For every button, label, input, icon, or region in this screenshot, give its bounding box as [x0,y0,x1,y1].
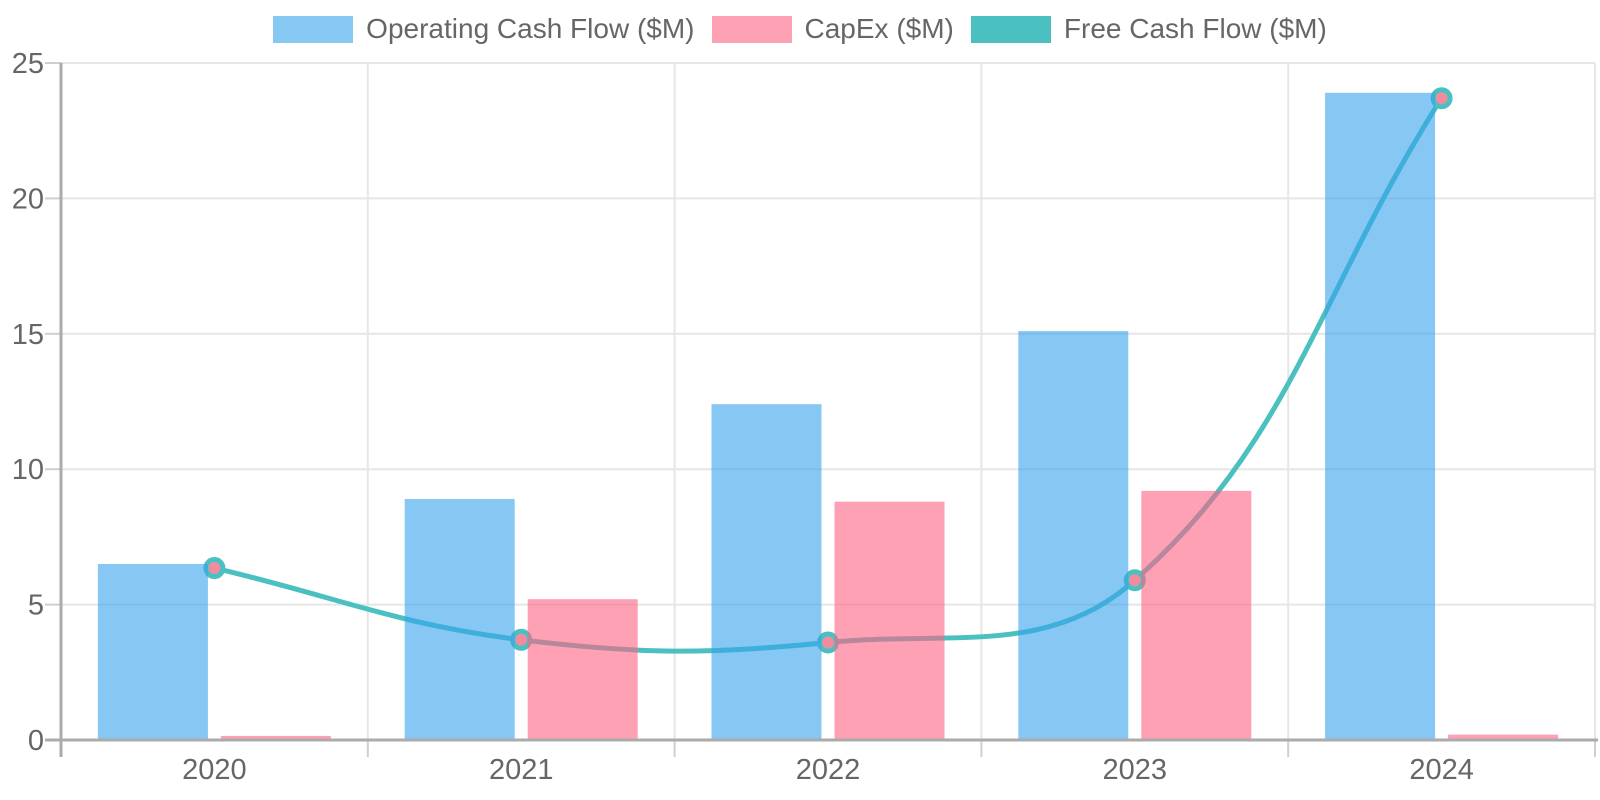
x-tick-label-2020: 2020 [182,754,247,786]
point-fill-free-cash-flow-m-2024 [1435,92,1448,105]
x-tick-label-2023: 2023 [1103,754,1168,786]
y-tick-label-20: 20 [12,183,44,215]
legend-label-operating-cash-flow: Operating Cash Flow ($M) [366,13,695,44]
legend-swatch-capex [711,15,792,43]
point-fill-free-cash-flow-m-2022 [821,636,835,649]
bar-capex-m-2023 [1141,490,1252,740]
y-tick-label-10: 10 [12,454,44,486]
x-tick-label-2024: 2024 [1409,754,1474,786]
legend-label-capex: CapEx ($M) [804,13,954,44]
bar-operating-cash-flow-m-2021 [404,498,515,740]
chart-legend: Operating Cash Flow ($M) CapEx ($M) Free… [0,13,1600,45]
legend-swatch-free-cash-flow [970,15,1051,43]
point-fill-free-cash-flow-m-2023 [1128,574,1142,587]
bar-capex-m-2024 [1448,734,1559,740]
y-tick-label-5: 5 [28,590,44,622]
legend-swatch-operating-cash-flow [273,15,354,43]
bar-operating-cash-flow-m-2020 [97,563,208,740]
bar-capex-m-2022 [834,501,945,740]
legend-label-free-cash-flow: Free Cash Flow ($M) [1063,13,1327,44]
line-free-cash-flow-m [211,95,1445,654]
x-tick-label-2021: 2021 [489,754,554,786]
y-tick-label-25: 25 [12,48,44,80]
legend-item-free-cash-flow[interactable]: Free Cash Flow ($M) [970,13,1327,45]
bar-capex-m-2021 [527,599,638,740]
point-fill-free-cash-flow-m-2020 [208,561,221,575]
point-fill-free-cash-flow-m-2021 [515,633,528,647]
legend-item-operating-cash-flow[interactable]: Operating Cash Flow ($M) [273,13,695,45]
legend-item-capex[interactable]: CapEx ($M) [711,13,954,45]
x-tick-label-2022: 2022 [796,754,861,786]
bar-operating-cash-flow-m-2022 [711,404,822,740]
y-tick-label-0: 0 [28,725,44,757]
y-tick-label-15: 15 [12,319,44,351]
bar-capex-m-2020 [220,735,331,740]
bar-operating-cash-flow-m-2023 [1018,331,1129,740]
bar-operating-cash-flow-m-2024 [1325,92,1436,740]
